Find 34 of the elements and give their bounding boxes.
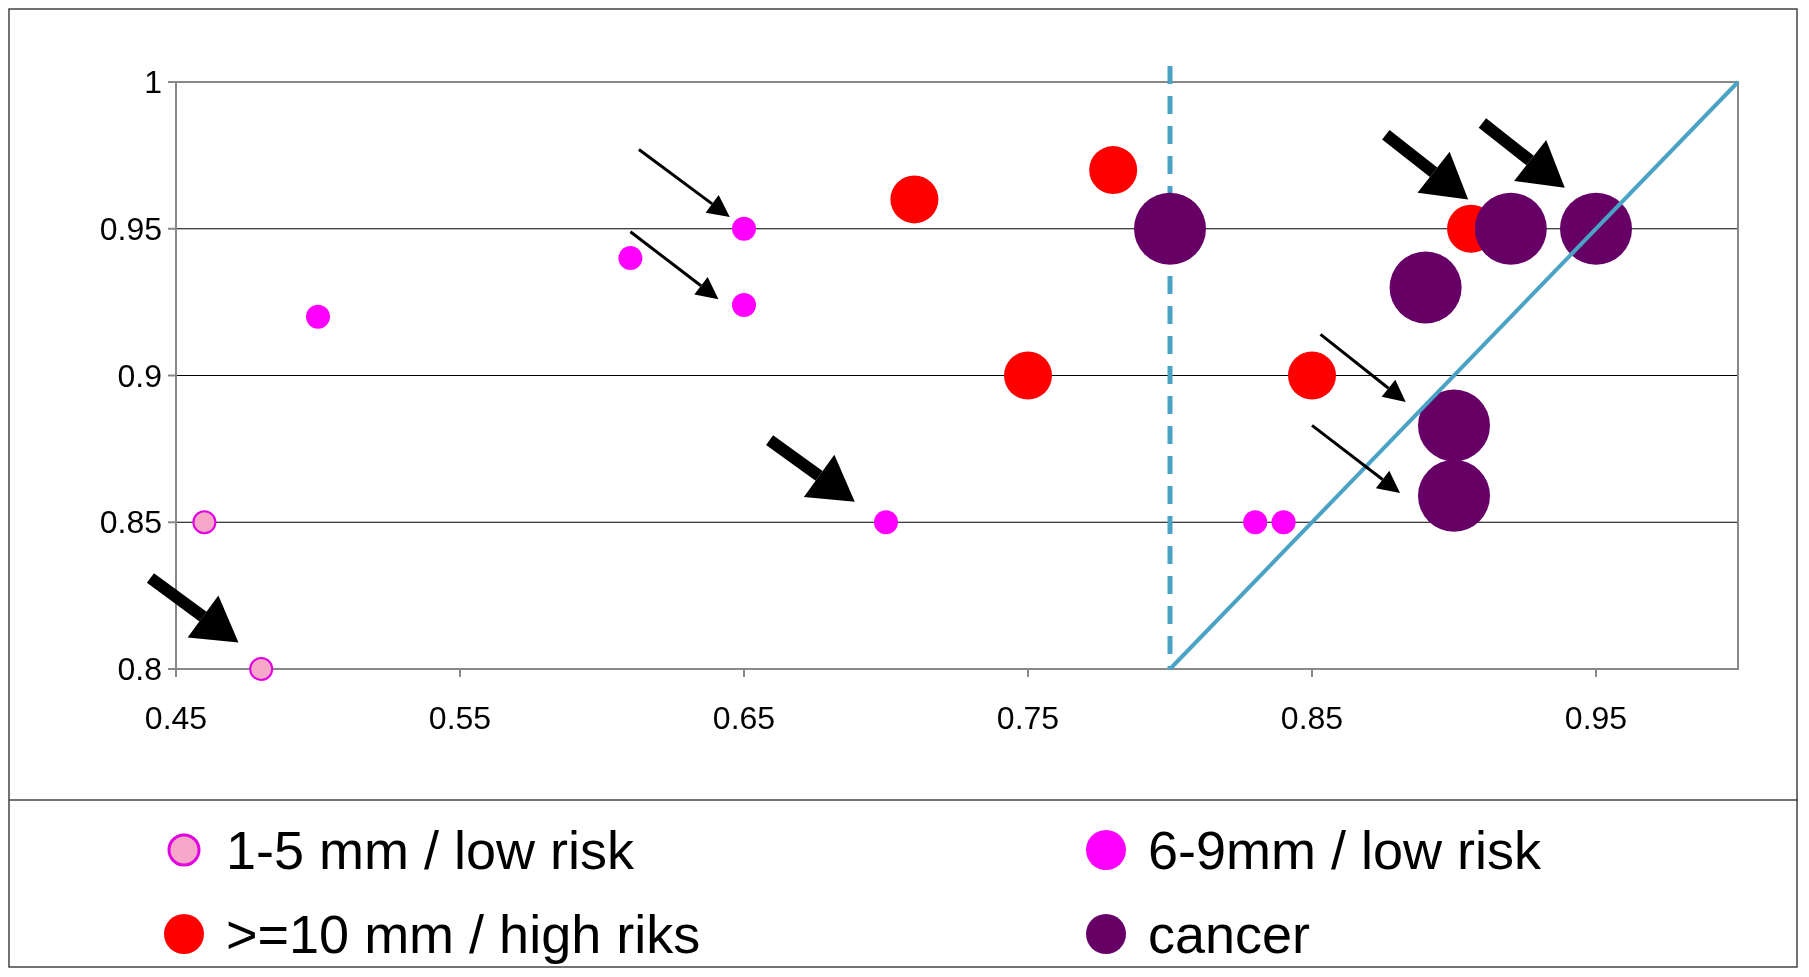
point [1389, 251, 1462, 324]
legend-label: >=10 mm / high riks [226, 903, 701, 964]
point [1418, 459, 1490, 532]
x-tick-label: 0.75 [996, 700, 1060, 736]
point [1089, 146, 1138, 195]
y-tick-label: 0.95 [99, 210, 162, 247]
point [874, 510, 898, 535]
point [1418, 389, 1490, 462]
point [249, 657, 274, 681]
legend-label: 6-9mm / low risk [1148, 819, 1543, 880]
point [1560, 192, 1632, 265]
legend-label: 1-5 mm / low risk [226, 819, 636, 880]
legend-label: cancer [1148, 903, 1311, 964]
point [732, 293, 756, 318]
x-tick-label: 0.95 [1564, 700, 1628, 736]
point [1134, 192, 1206, 265]
point [1288, 351, 1336, 400]
y-tick-label: 0.85 [99, 504, 162, 541]
x-tick-label: 0.45 [144, 700, 208, 736]
point [732, 216, 756, 241]
point [1271, 510, 1296, 535]
y-tick-label: 0.9 [117, 357, 162, 394]
x-tick-label: 0.85 [1280, 700, 1344, 736]
x-tick-label: 0.55 [428, 700, 492, 736]
point [890, 175, 939, 224]
x-tick-label: 0.65 [712, 700, 776, 736]
point [1004, 351, 1052, 400]
point [192, 510, 217, 535]
point [306, 304, 330, 329]
point [1474, 192, 1547, 265]
point [1243, 510, 1268, 535]
y-tick-label: 1 [144, 64, 162, 101]
point [618, 246, 643, 271]
y-tick-label: 0.8 [117, 651, 162, 688]
